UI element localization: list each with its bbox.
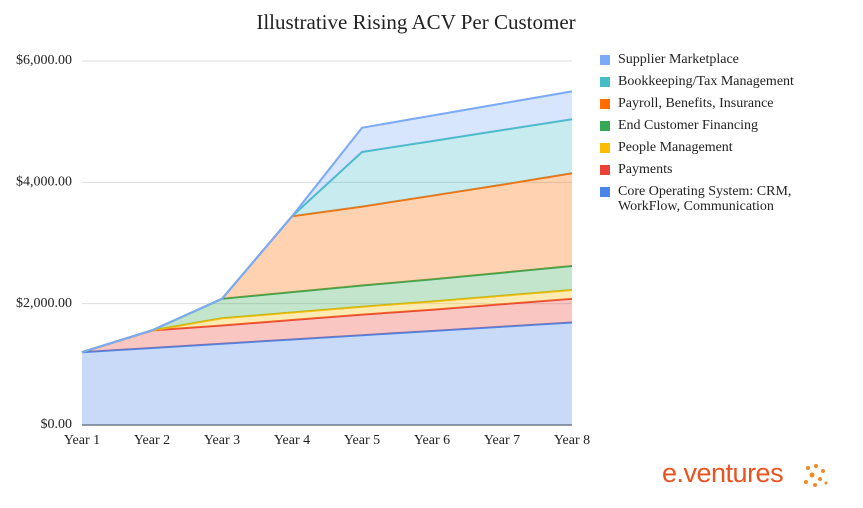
logo: e.ventures: [662, 458, 784, 488]
x-tick-label: Year 1: [64, 433, 100, 448]
line: [81, 297, 573, 354]
x-tick-label: Year 8: [554, 433, 590, 448]
legend-swatch: [600, 165, 610, 175]
y-tick-label: $6,000.00: [16, 53, 72, 68]
legend-label: End Customer Financing: [618, 118, 758, 133]
legend-label: Supplier Marketplace: [618, 52, 739, 67]
line: [81, 289, 573, 354]
x-tick-label: Year 4: [274, 433, 310, 448]
legend-item: People Management: [600, 140, 840, 155]
y-tick-label: $0.00: [41, 417, 73, 432]
legend-swatch: [600, 55, 610, 65]
legend-swatch: [600, 121, 610, 131]
legend-swatch: [600, 77, 610, 87]
y-tick-label: $2,000.00: [16, 296, 72, 311]
area: [82, 173, 572, 353]
area: [82, 91, 572, 353]
legend-item: Supplier Marketplace: [600, 52, 840, 67]
y-tick-label: $4,000.00: [16, 175, 72, 190]
legend-label: Payments: [618, 162, 673, 177]
legend-item: Core Operating System: CRM, WorkFlow, Co…: [600, 184, 840, 214]
area: [82, 298, 572, 353]
x-tick-label: Year 2: [134, 433, 170, 448]
area: [82, 290, 572, 353]
legend-label: People Management: [618, 140, 733, 155]
legend-swatch: [600, 99, 610, 109]
legend-item: Payroll, Benefits, Insurance: [600, 96, 840, 111]
legend-item: Bookkeeping/Tax Management: [600, 74, 840, 89]
plot: [81, 60, 573, 426]
x-tick-label: Year 6: [414, 433, 450, 448]
legend-label: Payroll, Benefits, Insurance: [618, 96, 774, 111]
legend-swatch: [600, 187, 610, 197]
legend: Supplier Marketplace Bookkeeping/Tax Mana…: [600, 52, 840, 221]
chart-title: Illustrative Rising ACV Per Customer: [256, 10, 575, 34]
line: [81, 90, 573, 354]
area: [82, 322, 572, 425]
legend-swatch: [600, 143, 610, 153]
area: [82, 119, 572, 353]
legend-item: End Customer Financing: [600, 118, 840, 133]
legend-label: Core Operating System: CRM, WorkFlow, Co…: [618, 184, 792, 214]
legend-label: Bookkeeping/Tax Management: [618, 74, 794, 89]
line: [81, 321, 573, 354]
logo-dots: [804, 464, 828, 487]
x-tick-label: Year 3: [204, 433, 240, 448]
legend-item: Payments: [600, 162, 840, 177]
x-tick-label: Year 5: [344, 433, 380, 448]
area: [82, 266, 572, 353]
x-tick-label: Year 7: [484, 433, 520, 448]
